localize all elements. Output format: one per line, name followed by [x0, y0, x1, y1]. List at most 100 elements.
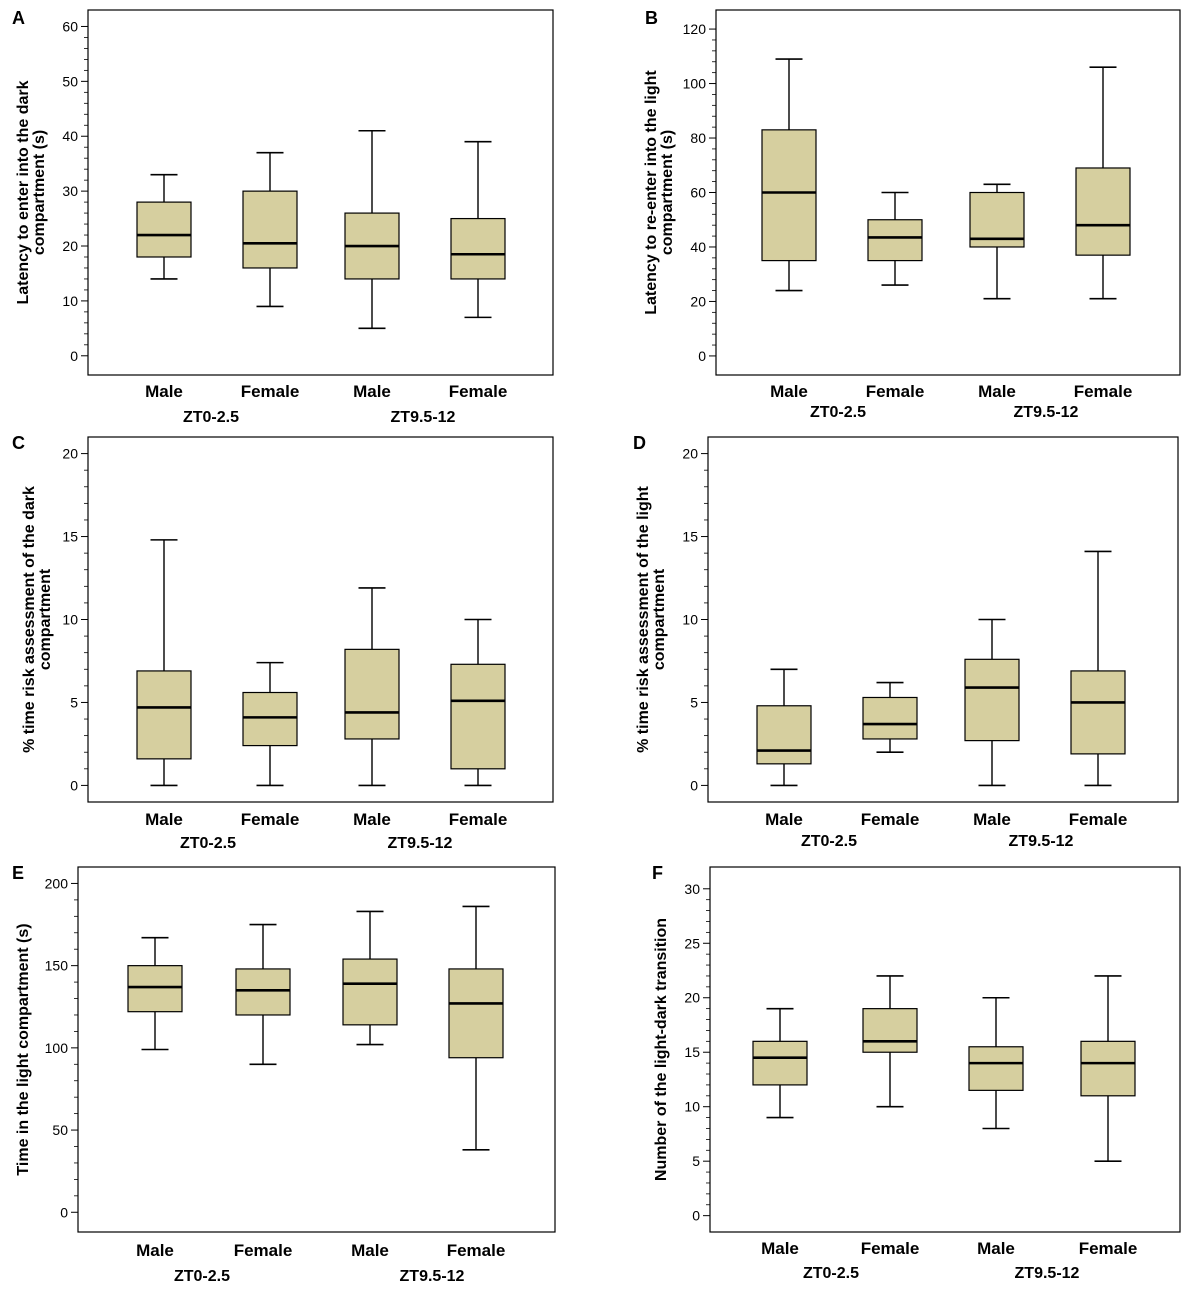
y-axis-label: % time risk assessment of the darkcompar… [21, 486, 54, 753]
box-3 [964, 618, 1020, 787]
panel-letter: B [645, 8, 658, 28]
y-axis-label-line: % time risk assessment of the light [635, 485, 652, 752]
plot-frame [87, 9, 554, 376]
category-label: Female [1079, 1239, 1138, 1258]
group-label: ZT9.5-12 [1009, 833, 1074, 850]
iqr-box [235, 968, 291, 1016]
iqr-box [1075, 167, 1131, 256]
panel-b: B 0 20 40 60 80 100 120 Latency to re-enter into… [643, 8, 1181, 421]
y-tick-label: 15 [684, 1044, 700, 1060]
y-axis-label: Latency to enter into the darkcompartmen… [15, 80, 48, 304]
iqr-box [448, 968, 504, 1059]
box-3 [344, 129, 400, 330]
y-axis-label: Number of the light-dark transition [653, 918, 670, 1181]
box-4 [448, 905, 504, 1151]
group-label: ZT9.5-12 [1015, 1265, 1080, 1282]
box-1 [752, 1007, 808, 1119]
y-tick-label: 30 [684, 881, 700, 897]
y-tick-label: 5 [690, 694, 698, 710]
box-1 [136, 173, 192, 280]
iqr-box [344, 648, 400, 740]
iqr-box [761, 129, 817, 262]
group-label: ZT0-2.5 [810, 404, 866, 421]
box-1 [136, 539, 192, 787]
y-tick-label: 150 [45, 958, 69, 974]
panel-letter: F [652, 863, 663, 883]
y-tick-label: 30 [62, 183, 78, 199]
category-label: Female [1074, 382, 1133, 401]
group-label: ZT9.5-12 [400, 1268, 465, 1285]
box-1 [127, 936, 183, 1051]
y-tick-label: 0 [692, 1208, 700, 1224]
y-tick-label: 20 [684, 990, 700, 1006]
box-4 [1080, 975, 1136, 1162]
category-label: Male [973, 810, 1011, 829]
category-label: Female [449, 382, 508, 401]
category-label: Female [1069, 810, 1128, 829]
category-label: Female [241, 810, 300, 829]
y-tick-label: 120 [683, 21, 707, 37]
plot-frame [709, 866, 1181, 1233]
panel-c: C 0 5 10 15 20 % time risk assessment of the d… [12, 433, 554, 852]
iqr-box [342, 958, 398, 1026]
box-1 [761, 58, 817, 292]
y-tick-label: 10 [684, 1099, 700, 1115]
y-tick-label: 5 [692, 1153, 700, 1169]
y-tick-label: 15 [682, 529, 698, 545]
iqr-box [867, 219, 923, 262]
plot-frame [77, 866, 556, 1233]
y-tick-label: 50 [62, 73, 78, 89]
iqr-box [752, 1040, 808, 1086]
group-label: ZT9.5-12 [391, 409, 456, 426]
y-axis-label-line: compartment (s) [31, 130, 48, 255]
category-label: Male [145, 382, 183, 401]
box-3 [344, 587, 400, 787]
y-tick-label: 20 [62, 446, 78, 462]
iqr-box [450, 217, 506, 280]
iqr-box [862, 1008, 918, 1053]
box-4 [450, 140, 506, 319]
y-axis-label-line: compartment [37, 568, 54, 670]
group-label: ZT9.5-12 [388, 835, 453, 852]
box-2 [867, 191, 923, 286]
y-tick-label: 100 [683, 76, 707, 92]
category-label: Male [136, 1241, 174, 1260]
y-tick-label: 0 [70, 348, 78, 364]
box-4 [1070, 550, 1126, 787]
box-4 [1075, 66, 1131, 300]
iqr-box [450, 663, 506, 770]
iqr-box [862, 696, 918, 740]
y-axis-label-line: compartment (s) [659, 130, 676, 255]
panel-letter: D [633, 433, 646, 453]
group-label: ZT9.5-12 [1014, 404, 1079, 421]
category-label: Female [449, 810, 508, 829]
panel-a: A 0 10 20 30 40 50 60 Latency to enter into the … [12, 8, 554, 426]
box-2 [242, 661, 298, 787]
y-axis-label: % time risk assessment of the lightcompa… [635, 485, 668, 752]
box-1 [756, 668, 812, 787]
y-axis-label-line: Number of the light-dark transition [653, 918, 670, 1181]
iqr-box [964, 658, 1020, 742]
iqr-box [1080, 1040, 1136, 1097]
panel-letter: C [12, 433, 25, 453]
y-axis-label: Time in the light compartment (s) [15, 923, 32, 1175]
y-tick-label: 10 [682, 612, 698, 628]
y-tick-label: 0 [60, 1204, 68, 1220]
y-tick-label: 100 [45, 1040, 69, 1056]
category-label: Female [861, 1239, 920, 1258]
group-label: ZT0-2.5 [174, 1268, 230, 1285]
y-tick-label: 0 [698, 348, 706, 364]
iqr-box [756, 705, 812, 765]
y-tick-label: 40 [62, 128, 78, 144]
category-label: Female [866, 382, 925, 401]
y-tick-label: 15 [62, 529, 78, 545]
y-axis-label-line: compartment [651, 568, 668, 670]
iqr-box [136, 201, 192, 258]
box-2 [235, 923, 291, 1066]
y-tick-label: 80 [690, 130, 706, 146]
y-axis-label: Latency to re-enter into the lightcompar… [643, 70, 676, 315]
panel-d: D 0 5 10 15 20 % time risk assessment of the l… [633, 433, 1179, 850]
y-tick-label: 60 [62, 18, 78, 34]
y-tick-label: 10 [62, 293, 78, 309]
